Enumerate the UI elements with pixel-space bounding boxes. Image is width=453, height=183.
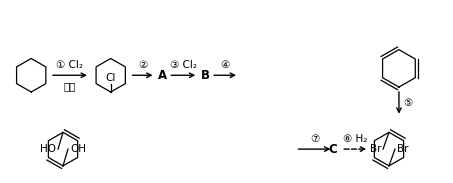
Text: ① Cl₂: ① Cl₂	[57, 60, 83, 70]
Text: ②: ②	[138, 60, 147, 70]
Text: ⑥ H₂: ⑥ H₂	[343, 134, 367, 144]
Text: Br: Br	[397, 144, 409, 154]
Text: ③ Cl₂: ③ Cl₂	[170, 60, 197, 70]
Text: B: B	[201, 69, 210, 82]
Text: 光照: 光照	[64, 81, 76, 91]
Text: Cl: Cl	[106, 73, 116, 83]
Text: ⑦: ⑦	[310, 134, 319, 144]
Text: C: C	[328, 143, 337, 156]
Text: ⑤: ⑤	[403, 98, 412, 108]
Text: A: A	[159, 69, 168, 82]
Text: ④: ④	[220, 60, 230, 70]
Text: OH: OH	[70, 144, 86, 154]
Text: HO: HO	[40, 144, 56, 154]
Text: Br: Br	[370, 144, 381, 154]
